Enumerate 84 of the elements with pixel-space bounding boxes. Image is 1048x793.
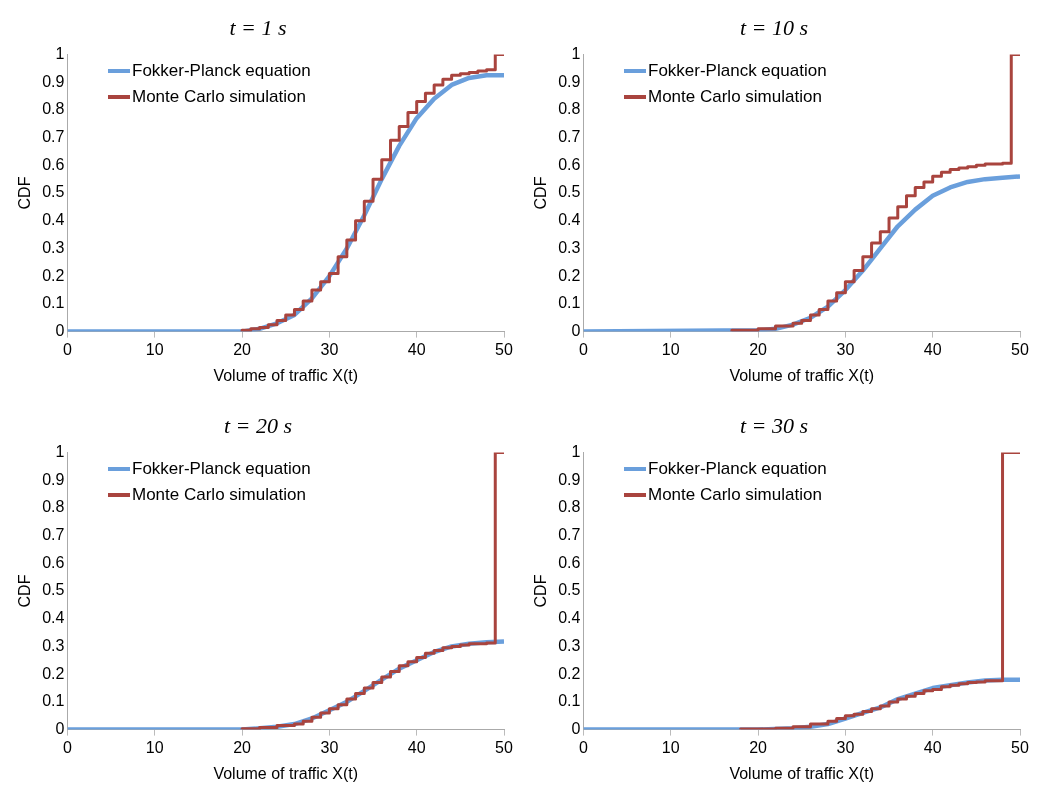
x-tick-label: 20 [749,340,768,358]
y-tick-label: 0.9 [558,72,581,90]
y-tick-label: 0.7 [42,525,65,543]
y-tick-label: 0.8 [558,498,581,516]
y-tick-label: 0.3 [42,636,65,654]
legend-label: Fokker-Planck equation [132,60,311,82]
legend-label: Monte Carlo simulation [648,484,822,506]
x-tick-label: 50 [1011,340,1029,358]
x-axis-title: Volume of traffic X(t) [213,764,359,782]
y-tick-label: 0.4 [558,211,581,229]
x-tick-label: 10 [661,738,680,756]
y-tick-label: 0.1 [558,294,581,312]
x-tick-label: 50 [495,738,513,756]
x-tick-label: 20 [749,738,768,756]
y-tick-label: 0.8 [42,498,65,516]
x-axis-title: Volume of traffic X(t) [213,366,359,384]
chart-title: t = 30 s [739,412,809,438]
y-tick-label: 0.7 [558,127,581,145]
y-tick-label: 0.6 [42,155,65,173]
x-tick-label: 30 [320,340,339,358]
y-axis-title: CDF [532,176,550,210]
x-axis-title: Volume of traffic X(t) [729,366,875,384]
y-tick-label: 0.6 [558,553,581,571]
legend-label: Monte Carlo simulation [132,86,306,108]
y-tick-label: 0 [571,720,581,738]
legend-label: Monte Carlo simulation [132,484,306,506]
y-tick-label: 0.2 [42,664,65,682]
y-axis-title: CDF [532,574,550,608]
chart-title: t = 20 s [223,412,293,438]
x-tick-label: 10 [661,340,680,358]
y-tick-label: 0.1 [558,692,581,710]
x-tick-label: 30 [836,738,855,756]
y-tick-label: 0 [55,720,65,738]
x-tick-label: 40 [923,340,942,358]
y-tick-label: 0.2 [42,266,65,284]
y-tick-label: 0.3 [42,238,65,256]
y-tick-label: 0.1 [42,692,65,710]
y-tick-label: 0.5 [42,581,65,599]
y-tick-label: 0 [55,322,65,340]
legend-label: Fokker-Planck equation [648,60,827,82]
y-tick-label: 0.7 [558,525,581,543]
y-tick-label: 0.2 [558,266,581,284]
x-tick-label: 10 [145,738,164,756]
y-tick-label: 0.5 [42,183,65,201]
x-tick-label: 30 [836,340,855,358]
x-tick-label: 40 [407,738,426,756]
y-tick-label: 0.8 [42,100,65,118]
y-tick-label: 0 [571,322,581,340]
y-tick-label: 0.6 [558,155,581,173]
y-tick-label: 0.6 [42,553,65,571]
y-tick-label: 0.8 [558,100,581,118]
y-tick-label: 0.7 [42,127,65,145]
y-tick-label: 0.9 [558,470,581,488]
x-tick-label: 50 [495,340,513,358]
chart-title: t = 10 s [739,14,809,40]
y-axis-title: CDF [16,574,34,608]
chart-title: t = 1 s [229,14,287,40]
x-tick-label: 40 [923,738,942,756]
y-tick-label: 0.1 [42,294,65,312]
legend-label: Fokker-Planck equation [132,458,311,480]
x-tick-label: 10 [145,340,164,358]
x-tick-label: 40 [407,340,426,358]
y-tick-label: 0.3 [558,636,581,654]
y-axis-title: CDF [16,176,34,210]
y-tick-label: 1 [55,442,65,460]
x-tick-label: 20 [233,738,252,756]
y-tick-label: 0.9 [42,470,65,488]
y-tick-label: 1 [571,44,581,62]
legend-label: Fokker-Planck equation [648,458,827,480]
y-tick-label: 1 [55,44,65,62]
y-tick-label: 0.4 [42,609,65,627]
legend-label: Monte Carlo simulation [648,86,822,108]
y-tick-label: 0.4 [558,609,581,627]
y-tick-label: 1 [571,442,581,460]
x-tick-label: 20 [233,340,252,358]
x-tick-label: 30 [320,738,339,756]
y-tick-label: 0.2 [558,664,581,682]
x-tick-label: 50 [1011,738,1029,756]
y-tick-label: 0.9 [42,72,65,90]
y-tick-label: 0.3 [558,238,581,256]
y-tick-label: 0.5 [558,183,581,201]
x-axis-title: Volume of traffic X(t) [729,764,875,782]
y-tick-label: 0.5 [558,581,581,599]
y-tick-label: 0.4 [42,211,65,229]
